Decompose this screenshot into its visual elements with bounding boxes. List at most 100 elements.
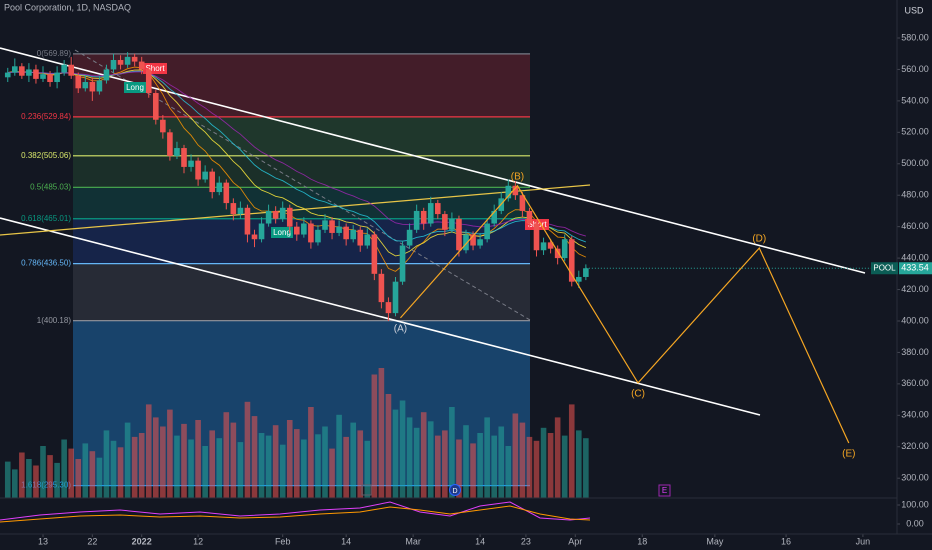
x-tick-label: 22 xyxy=(87,536,97,546)
volume-bar xyxy=(456,439,462,498)
volume-bar xyxy=(315,434,321,498)
x-tick-label: 12 xyxy=(193,536,203,546)
volume-bar xyxy=(230,422,237,498)
candle-body xyxy=(477,239,483,246)
y-tick-label: 520.00 xyxy=(901,127,929,137)
volume-bar xyxy=(540,427,547,498)
y-tick-label: 400.00 xyxy=(901,315,929,325)
volume-bar xyxy=(526,436,533,498)
candle-body xyxy=(378,273,385,303)
candle-body xyxy=(576,276,582,282)
candle-body xyxy=(96,80,103,92)
candle-body xyxy=(103,69,110,81)
volume-bar xyxy=(519,422,526,498)
earnings-icon xyxy=(658,484,671,497)
volume-bar xyxy=(554,417,561,498)
candle-body xyxy=(343,226,349,240)
volume-bar xyxy=(117,447,124,498)
volume-bar xyxy=(547,433,554,498)
volume-bar xyxy=(279,444,286,498)
volume-bar xyxy=(209,430,215,498)
candle-body xyxy=(505,185,512,199)
volume-bar xyxy=(251,416,258,498)
event-label: E xyxy=(662,486,667,495)
candle-body xyxy=(294,226,300,235)
volume-bar xyxy=(61,439,67,498)
candle-body xyxy=(26,69,32,76)
volume-bar xyxy=(463,425,469,498)
volume-bar xyxy=(138,433,145,498)
volume-bar xyxy=(96,457,103,498)
candle-body xyxy=(237,207,244,215)
last-price-label: 433.54 xyxy=(901,263,929,273)
candle-body xyxy=(540,242,547,251)
candle-body xyxy=(40,74,46,79)
volume-bar xyxy=(561,435,568,498)
candle-body xyxy=(526,210,533,224)
volume-bar xyxy=(420,412,427,498)
fib-zone xyxy=(73,116,530,156)
volume-bar xyxy=(188,439,194,498)
event-icon xyxy=(361,484,372,496)
candle-body xyxy=(547,242,554,249)
signal-box xyxy=(143,63,167,74)
candle-body xyxy=(244,207,251,235)
candle-body xyxy=(308,223,314,243)
volume-bar xyxy=(223,412,230,498)
candle-body xyxy=(145,69,152,94)
wave-label: (E) xyxy=(842,449,855,460)
symbol-box xyxy=(871,262,898,275)
volume-bar xyxy=(301,439,307,498)
candle-body xyxy=(329,220,335,233)
volume-bar xyxy=(484,417,490,498)
price-box xyxy=(899,262,932,275)
y-tick-label: 320.00 xyxy=(901,441,929,451)
candle-body xyxy=(153,93,159,120)
candle-body xyxy=(160,119,166,133)
volume-bar xyxy=(244,401,251,498)
candle-body xyxy=(449,218,455,230)
candle-body xyxy=(33,69,39,79)
candle-body xyxy=(251,234,258,240)
volume-bar xyxy=(19,452,25,498)
candle-body xyxy=(19,66,25,76)
candle-body xyxy=(371,234,378,274)
volume-bar xyxy=(343,436,349,498)
y-tick-label: 300.00 xyxy=(901,473,929,483)
candle-body xyxy=(357,229,364,246)
y-tick-label: 480.00 xyxy=(901,190,929,200)
x-tick-label: 2022 xyxy=(132,536,152,546)
volume-bar xyxy=(413,427,420,498)
volume-bar xyxy=(237,442,244,498)
x-tick-label: 14 xyxy=(475,536,485,546)
wave-label: (B) xyxy=(511,171,524,182)
volume-bar xyxy=(26,459,32,498)
volume-bar xyxy=(174,435,180,498)
volume-bar xyxy=(103,430,110,498)
candle-body xyxy=(258,223,265,240)
volume-bar xyxy=(477,433,483,498)
volume-bar xyxy=(145,404,152,498)
volume-bar xyxy=(167,409,173,498)
candle-body xyxy=(322,220,328,230)
dividend-icon xyxy=(449,484,461,496)
candle-body xyxy=(174,148,180,156)
candle-body xyxy=(216,182,223,193)
candle-body xyxy=(583,268,589,277)
volume-bar xyxy=(399,400,406,498)
candle-body xyxy=(491,210,497,224)
candle-body xyxy=(223,182,230,204)
volume-bar xyxy=(294,429,300,498)
candle-body xyxy=(272,210,279,219)
event-label: D xyxy=(452,488,457,495)
y-tick-label: 440.00 xyxy=(901,252,929,262)
y-tick-label: 380.00 xyxy=(901,347,929,357)
candle-body xyxy=(336,226,342,233)
candle-body xyxy=(110,60,117,70)
y-tick-label: 580.00 xyxy=(901,32,929,42)
candle-body xyxy=(68,64,74,76)
volume-bar xyxy=(153,417,159,498)
x-tick-label: 16 xyxy=(781,536,791,546)
wave-path xyxy=(399,184,850,444)
x-tick-label: 18 xyxy=(637,536,647,546)
